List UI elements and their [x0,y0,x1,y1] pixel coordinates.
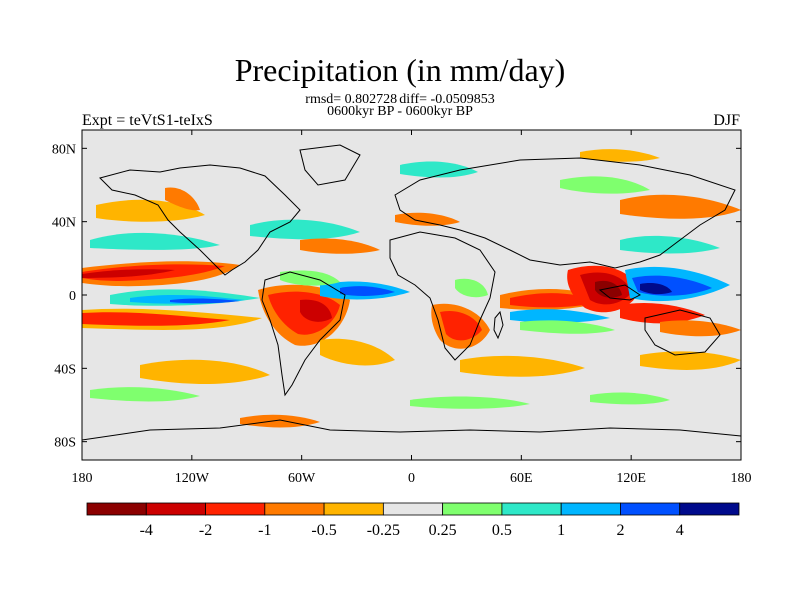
coast-australia [644,309,721,356]
atl-green [280,270,340,286]
lon-tick-label: 180 [72,471,93,486]
colorbar-label: -1 [258,522,271,539]
npac-st-cyan [620,235,720,254]
spac-dry-core [82,312,230,326]
satl-dry [320,338,395,366]
colorbar: -4 -2 -1 -0.5 -0.25 0.25 0.5 1 2 4 [86,502,740,539]
colorbar-label: 0.25 [429,522,457,539]
wpac-wet-center [640,282,672,295]
mc-dry-center [595,280,622,298]
npac-st-dry [620,194,741,219]
colorbar-swatch [620,502,681,516]
atl-wet-core [340,286,395,297]
colorbar-swatch [679,502,740,516]
colorbar-swatch [560,502,621,516]
lon-tick-label: 180 [731,471,752,486]
so-dry-1 [140,359,270,384]
colorbar-swatch [145,502,206,516]
natl-wet [250,219,360,240]
colorbar-swatch [264,502,325,516]
lat-tick-label: 0 [69,289,76,304]
lat-tick-label: 40N [52,216,76,231]
so-wet-1 [90,387,200,402]
experiment-label: Expt = teVtS1-teIxS [82,112,213,129]
so-wet-2 [410,396,530,409]
coastlines [82,144,741,441]
so-wet-3 [590,392,670,405]
coast-south-america [261,271,346,397]
coast-antarctica [82,419,741,441]
lat-tick-label: 80S [54,436,76,451]
europe-wet [400,161,478,178]
stats-line: rmsd= 0.802728 diff= -0.0509853 [0,92,800,108]
nepac-wet [90,232,220,250]
coast-madagascar [493,310,504,340]
africa-wet [455,278,488,298]
lon-tick-label: 120W [175,471,210,486]
coast-eurasia [394,157,736,269]
period-label: 0600kyr BP - 0600kyr BP [327,104,473,119]
natl-dry [300,238,380,254]
swpac-orange [660,320,741,337]
europe-dry [395,212,460,226]
colorbar-swatch [442,502,503,516]
season-label: DJF [713,112,740,129]
colorbar-label: -0.5 [311,522,336,539]
africa-dry-core [440,310,482,341]
lon-tick-label: 60E [510,471,533,486]
colorbar-swatch [205,502,266,516]
precip-field [82,149,741,428]
colorbar-label: -4 [140,522,153,539]
tpac-wet-center [170,298,240,304]
npac-dry-center [82,269,175,278]
colorbar-swatch [382,502,444,516]
lat-tick-label: 40S [54,362,76,377]
colorbar-label: 2 [616,522,624,539]
colorbar-label: -2 [199,522,212,539]
coast-north-america [99,164,301,276]
colorbar-swatch [323,502,384,516]
colorbar-label: 1 [557,522,565,539]
so-dry-2 [460,355,585,377]
colorbar-label: 0.5 [492,522,512,539]
so-dry-3 [640,351,741,370]
arctic-dry [580,149,660,162]
coast-africa [389,231,496,361]
swpac-dry [620,303,705,324]
alaska-dry [165,187,200,211]
io-wet [510,309,610,323]
io-green [520,320,615,334]
colorbar-swatch [86,502,147,516]
lon-tick-label: 120E [616,471,646,486]
coast-greenland [299,144,361,186]
lon-tick-label: 0 [408,471,415,486]
colorbar-label: 4 [676,522,684,539]
axis-ticks: 80N 40N 0 40S 80S 180 120W 60W 0 60E 120E 180 [52,130,752,486]
lon-tick-label: 60W [288,471,316,486]
coast-indonesia [598,284,641,301]
colorbar-label: -0.25 [367,522,400,539]
lat-tick-label: 80N [52,142,76,157]
diff-value: diff= -0.0509853 [399,92,495,107]
colorbar-swatch [501,502,562,516]
npac-st-green [560,176,650,194]
plot-title: Precipitation (in mm/day) [234,52,566,88]
sam-dry-center [300,299,332,322]
rmsd-value: rmsd= 0.802728 [305,92,398,107]
